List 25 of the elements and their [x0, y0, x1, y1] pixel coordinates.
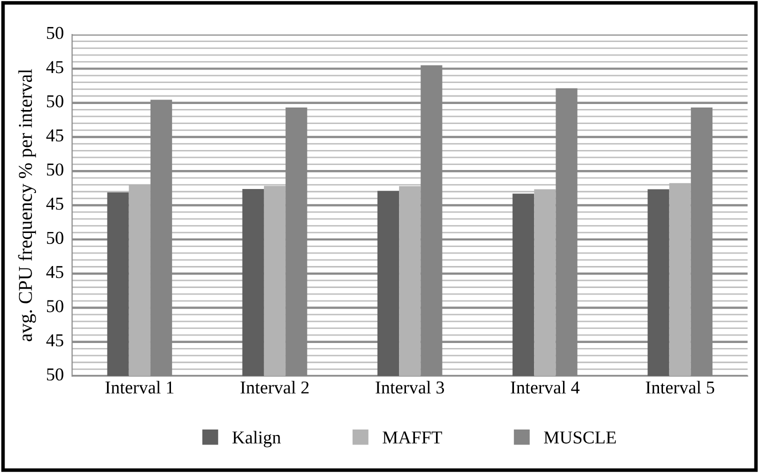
- text: 50: [46, 300, 64, 312]
- x-tick-label: Interval 3: [376, 380, 444, 394]
- text: 50: [46, 95, 64, 108]
- x-tick-label: Interval 1: [105, 380, 174, 394]
- text: 50: [46, 26, 64, 40]
- text: 50: [46, 368, 64, 381]
- text: 45: [46, 198, 64, 210]
- x-tick-label: Interval 5: [646, 380, 714, 394]
- text: 45: [46, 61, 64, 74]
- text: 50: [46, 163, 64, 176]
- legend-label: Kalign: [232, 430, 281, 448]
- legend-label: MUSCLE: [544, 431, 616, 444]
- text: 50: [46, 232, 64, 244]
- x-tick-label: Interval 4: [510, 380, 580, 394]
- bar: [512, 194, 534, 376]
- bar: [377, 190, 400, 376]
- bar: [242, 188, 264, 376]
- text: 45: [46, 129, 64, 142]
- x-tick-label: Interval 2: [240, 380, 309, 394]
- bar: [648, 189, 670, 376]
- bar: [107, 192, 129, 376]
- text: 45: [46, 334, 64, 346]
- legend-label: MAFFT: [382, 431, 442, 444]
- text: 45: [46, 266, 64, 278]
- y-axis-title: avg. CPU frequency % per interval: [18, 69, 36, 342]
